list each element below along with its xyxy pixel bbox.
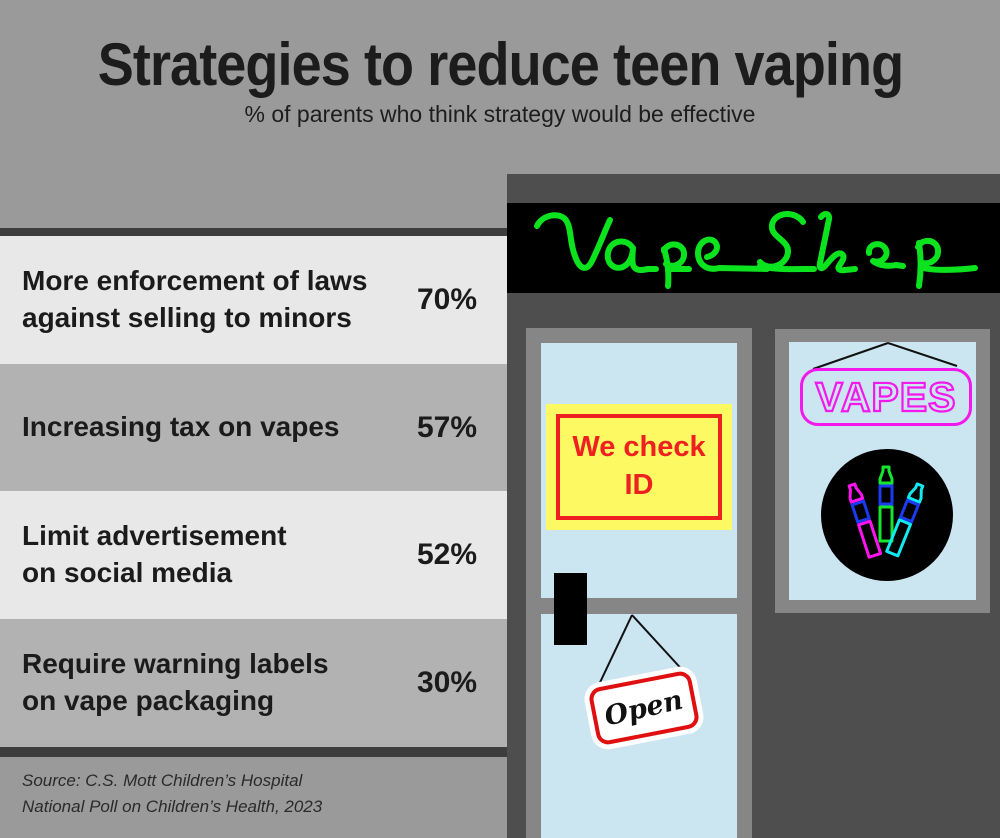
vape-pen-green-icon [878,465,894,543]
we-check-id-sign: We check ID [546,404,732,530]
page-subtitle: % of parents who think strategy would be… [244,101,756,127]
rows-bottom-divider [0,747,507,757]
vapes-sign-text: VAPES [814,372,957,420]
source-note: Source: C.S. Mott Children’s Hospital Na… [22,771,323,816]
strategy-label: Require warning labels on vape packaging [22,648,329,716]
vape-pen-cyan-icon [885,482,925,558]
strategy-row-4: Require warning labels on vape packaging… [0,619,507,747]
strategy-label: More enforcement of laws against selling… [22,265,368,333]
strategy-label: Limit advertisement on social media [22,520,287,588]
vape-shop-neon-sign-icon [534,211,978,289]
shop-door: We check ID Open [526,328,752,838]
door-glass: We check ID [541,343,737,838]
id-sign-text: We check ID [572,431,706,501]
door-crossbar [541,598,737,614]
door-handle [554,573,587,645]
shop-sign-band [507,203,1000,293]
strategy-row-3: Limit advertisement on social media 52% [0,491,507,619]
strategy-label: Increasing tax on vapes [22,411,340,443]
vape-pens-circle [821,449,953,581]
open-sign-text: Open [601,683,687,733]
vape-shop-illustration: We check ID Open VAPES [507,174,1000,838]
strategy-value: 57% [416,410,477,444]
strategy-value: 52% [416,538,477,571]
rows-top-divider [0,228,507,236]
vapes-neon-sign: VAPES [800,368,972,426]
shop-window: VAPES [775,329,990,613]
vape-pen-magenta-icon [847,482,883,559]
strategy-row-1: More enforcement of laws against selling… [0,236,507,364]
strategy-value: 70% [416,283,477,316]
window-glass: VAPES [789,342,976,600]
page-title: Strategies to reduce teen vaping [97,31,903,98]
id-sign-border: We check ID [556,414,722,520]
strategy-row-2: Increasing tax on vapes 57% [0,364,507,491]
vape-pens-icon [847,465,925,559]
strategy-value: 30% [416,666,477,699]
header: Strategies to reduce teen vaping % of pa… [0,0,1000,128]
